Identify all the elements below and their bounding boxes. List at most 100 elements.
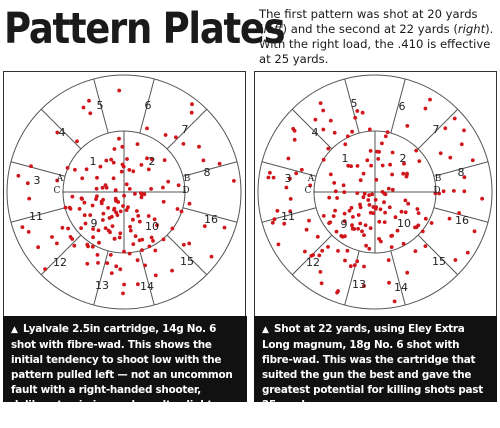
pellet-hit [457,211,461,215]
pellet-hit [82,200,87,205]
pellet-hit [118,231,123,236]
pellet-hit [27,196,32,201]
intro-left-word: left [263,22,283,36]
pellet-hit [320,248,325,253]
pellet-hit [288,197,293,201]
pellet-hit [386,258,391,262]
pellet-hit [127,187,132,191]
pellet-hit [63,205,68,210]
pellet-hit [367,127,372,132]
sector-label-13: 13 [352,278,366,291]
pellet-hit [114,198,118,203]
pellet-hit [111,160,116,165]
pellet-hit [101,197,105,202]
pellet-hit [80,176,85,181]
sector-label-7: 7 [182,123,189,136]
sector-divider [291,108,333,150]
sector-divider [390,250,406,306]
pellet-hit [343,234,347,239]
pellet-hit [342,219,347,224]
pellet-hit [328,172,333,177]
pellet-hit [292,128,297,133]
pellet-hit [26,230,31,234]
pellet-hit [366,198,371,202]
pellet-hit [187,201,192,206]
pellet-hit [163,133,168,137]
pellet-hit [43,267,47,271]
pellet-hit [342,211,347,216]
pellet-hit [465,250,470,255]
pellet-hit [152,217,157,222]
intro-part2: ) and the second at 22 yards ( [282,22,458,36]
pellet-hit [282,221,287,226]
pellet-hit [406,201,411,206]
pellet-hit [65,166,70,170]
pellet-hit [101,211,106,216]
sector-divider [433,207,489,223]
pellet-hit [127,251,132,256]
pellet-hit [122,282,126,287]
pellet-hit [294,171,299,176]
pellet-hit [131,242,136,247]
sector-divider [261,207,317,223]
pellet-hit [153,248,158,253]
pellet-hit [100,185,105,190]
pellet-hit [95,194,99,199]
pellet-hit [133,234,138,239]
pellet-hit [350,129,354,134]
pellet-hit [423,216,428,221]
triangle-icon: ▲ [11,325,18,335]
pellet-hit [335,196,339,200]
pellet-hit [373,207,378,211]
pellet-hit [108,253,113,257]
pellet-hit [115,213,120,218]
pellet-hit [110,224,115,229]
pellet-hit [79,196,84,201]
sector-label-2: 2 [400,152,407,165]
pellet-hit [414,148,419,153]
pellet-hit [342,190,347,195]
pellet-hit [155,223,159,228]
sector-label-1: 1 [90,155,97,168]
pellet-hit [343,142,348,147]
sector-divider [139,78,155,134]
sector-label-15: 15 [432,255,446,268]
pellet-hit [393,215,398,220]
pellet-hit [402,161,406,166]
pellet-hit [81,105,86,110]
pellet-hit [382,191,387,196]
pellet-hit [175,207,180,211]
pellet-hit [453,258,458,262]
pellet-hit [347,208,352,213]
pellet-hit [321,157,326,162]
pellet-hit [201,158,206,163]
pellet-hit [90,244,95,249]
pellet-hit [187,241,192,246]
pellet-hit [139,192,144,197]
reference-point-d: D [182,186,189,196]
pellet-hit [83,221,88,226]
pellet-hit [29,164,33,169]
pellet-hit [104,158,109,163]
pellet-hit [105,261,110,265]
pellet-hit [84,167,89,172]
pellet-hit [428,97,432,102]
pellet-hit [405,124,410,128]
sector-label-6: 6 [399,100,406,113]
pellet-hit [117,235,122,240]
sector-label-16: 16 [204,213,218,226]
pellet-hit [399,209,404,214]
pellet-hit [367,193,371,198]
sector-label-5: 5 [97,99,104,112]
pellet-hit [161,185,165,190]
pellet-hit [326,245,330,249]
pellet-hit [416,223,421,228]
pellet-hit [420,229,425,234]
pellet-hit [367,203,372,207]
pellet-hit [197,144,201,149]
reference-point-c: C [54,186,61,196]
pellet-hit [124,182,129,187]
pellet-hit [108,230,112,235]
sector-label-2: 2 [149,155,156,168]
